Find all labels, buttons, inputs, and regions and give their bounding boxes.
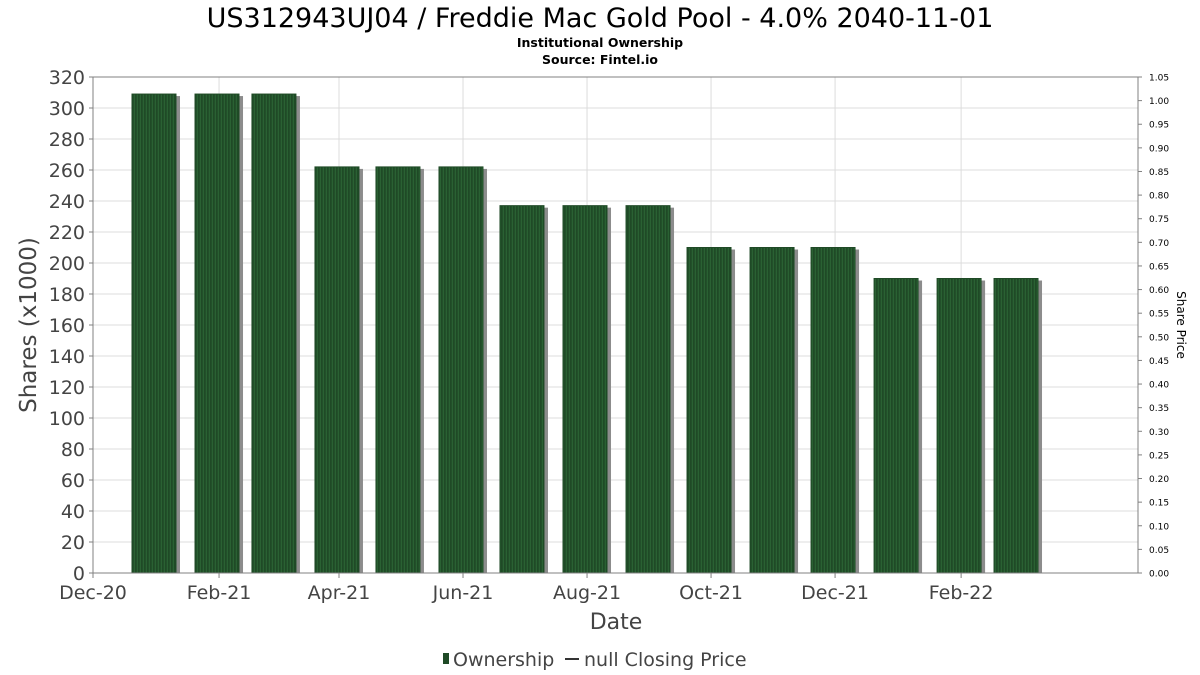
- y-tick-label: 220: [49, 222, 85, 244]
- y-tick-label: 20: [61, 532, 85, 554]
- y2-tick-label: 0.85: [1149, 168, 1169, 178]
- y2-axis-ticks: 0.00 0.05 0.10 0.15 0.20 0.25 0.30 0.35 0.40 0.45…: [1138, 74, 1169, 580]
- y-tick-label: 240: [49, 191, 85, 213]
- ownership-bar: [314, 166, 360, 574]
- y2-tick-label: 0.40: [1149, 381, 1169, 391]
- x-tick-label: Feb-22: [929, 582, 994, 604]
- y2-tick-label: 0.10: [1149, 522, 1169, 532]
- y-tick-label: 60: [61, 470, 85, 492]
- ownership-bar: [375, 166, 421, 574]
- x-tick-label: Dec-20: [59, 582, 127, 604]
- y-tick-label: 160: [49, 315, 85, 337]
- ownership-bar: [810, 247, 856, 574]
- y2-axis-label: Share Price: [1174, 291, 1188, 359]
- legend-ownership-label: Ownership: [453, 649, 554, 671]
- y-tick-label: 100: [49, 408, 85, 430]
- chart-source: Source: Fintel.io: [542, 52, 658, 67]
- ownership-bar: [749, 247, 795, 574]
- y-tick-label: 140: [49, 346, 85, 368]
- y2-tick-label: 0.80: [1149, 192, 1169, 202]
- ownership-bar: [194, 93, 240, 574]
- y2-tick-label: 1.00: [1149, 97, 1169, 107]
- y-tick-label: 40: [61, 501, 85, 523]
- ownership-bar: [625, 205, 671, 574]
- y2-tick-label: 0.90: [1149, 144, 1169, 154]
- ownership-bar: [686, 247, 732, 574]
- y-axis-label: Shares (x1000): [16, 237, 42, 413]
- y2-tick-label: 0.55: [1149, 310, 1169, 320]
- legend: Ownership null Closing Price: [443, 649, 747, 671]
- y-tick-label: 80: [61, 439, 85, 461]
- y2-tick-label: 0.60: [1149, 286, 1169, 296]
- x-tick-label: Oct-21: [679, 582, 743, 604]
- x-tick-label: Apr-21: [308, 582, 371, 604]
- x-axis-ticks: Dec-20 Feb-21 Apr-21 Jun-21 Aug-21 Oct-21 Dec-…: [59, 573, 993, 604]
- ownership-bar: [251, 93, 297, 574]
- y-tick-label: 0: [73, 563, 85, 585]
- chart-title: US312943UJ04 / Freddie Mac Gold Pool - 4…: [207, 3, 994, 34]
- x-tick-label: Aug-21: [553, 582, 621, 604]
- y-tick-label: 280: [49, 129, 85, 151]
- y2-tick-label: 0.30: [1149, 428, 1169, 438]
- y2-tick-label: 0.50: [1149, 333, 1169, 343]
- y-tick-label: 180: [49, 284, 85, 306]
- y-tick-label: 120: [49, 377, 85, 399]
- y2-tick-label: 0.00: [1149, 570, 1169, 580]
- y2-tick-label: 0.95: [1149, 121, 1169, 131]
- legend-ownership-swatch: [443, 653, 449, 664]
- y-tick-label: 320: [49, 67, 85, 89]
- y-axis-ticks: 0 20 40 60 80 100 120 140 160 180 200 220 240 260 280 3…: [49, 67, 93, 585]
- y2-tick-label: 0.75: [1149, 215, 1169, 225]
- legend-closing-price-label: null Closing Price: [584, 649, 747, 671]
- bars: [131, 93, 1043, 574]
- y2-tick-label: 0.05: [1149, 546, 1169, 556]
- ownership-bar: [499, 205, 545, 574]
- y2-tick-label: 0.25: [1149, 451, 1169, 461]
- ownership-bar: [993, 278, 1039, 574]
- x-axis-label: Date: [590, 610, 643, 635]
- y2-tick-label: 0.15: [1149, 499, 1169, 509]
- y2-tick-label: 0.20: [1149, 475, 1169, 485]
- y2-tick-label: 0.70: [1149, 239, 1169, 249]
- x-tick-label: Feb-21: [187, 582, 252, 604]
- y2-tick-label: 0.65: [1149, 262, 1169, 272]
- ownership-bar: [873, 278, 919, 574]
- x-tick-label: Dec-21: [801, 582, 869, 604]
- x-tick-label: Jun-21: [432, 582, 494, 604]
- y2-tick-label: 0.45: [1149, 357, 1169, 367]
- y-tick-label: 260: [49, 160, 85, 182]
- ownership-bar: [936, 278, 982, 574]
- y-tick-label: 300: [49, 98, 85, 120]
- ownership-bar: [562, 205, 608, 574]
- ownership-bar: [131, 93, 177, 574]
- chart-subtitle: Institutional Ownership: [517, 35, 683, 50]
- ownership-bar: [438, 166, 484, 574]
- y2-tick-label: 0.35: [1149, 404, 1169, 414]
- y-tick-label: 200: [49, 253, 85, 275]
- y2-tick-label: 1.05: [1149, 74, 1169, 84]
